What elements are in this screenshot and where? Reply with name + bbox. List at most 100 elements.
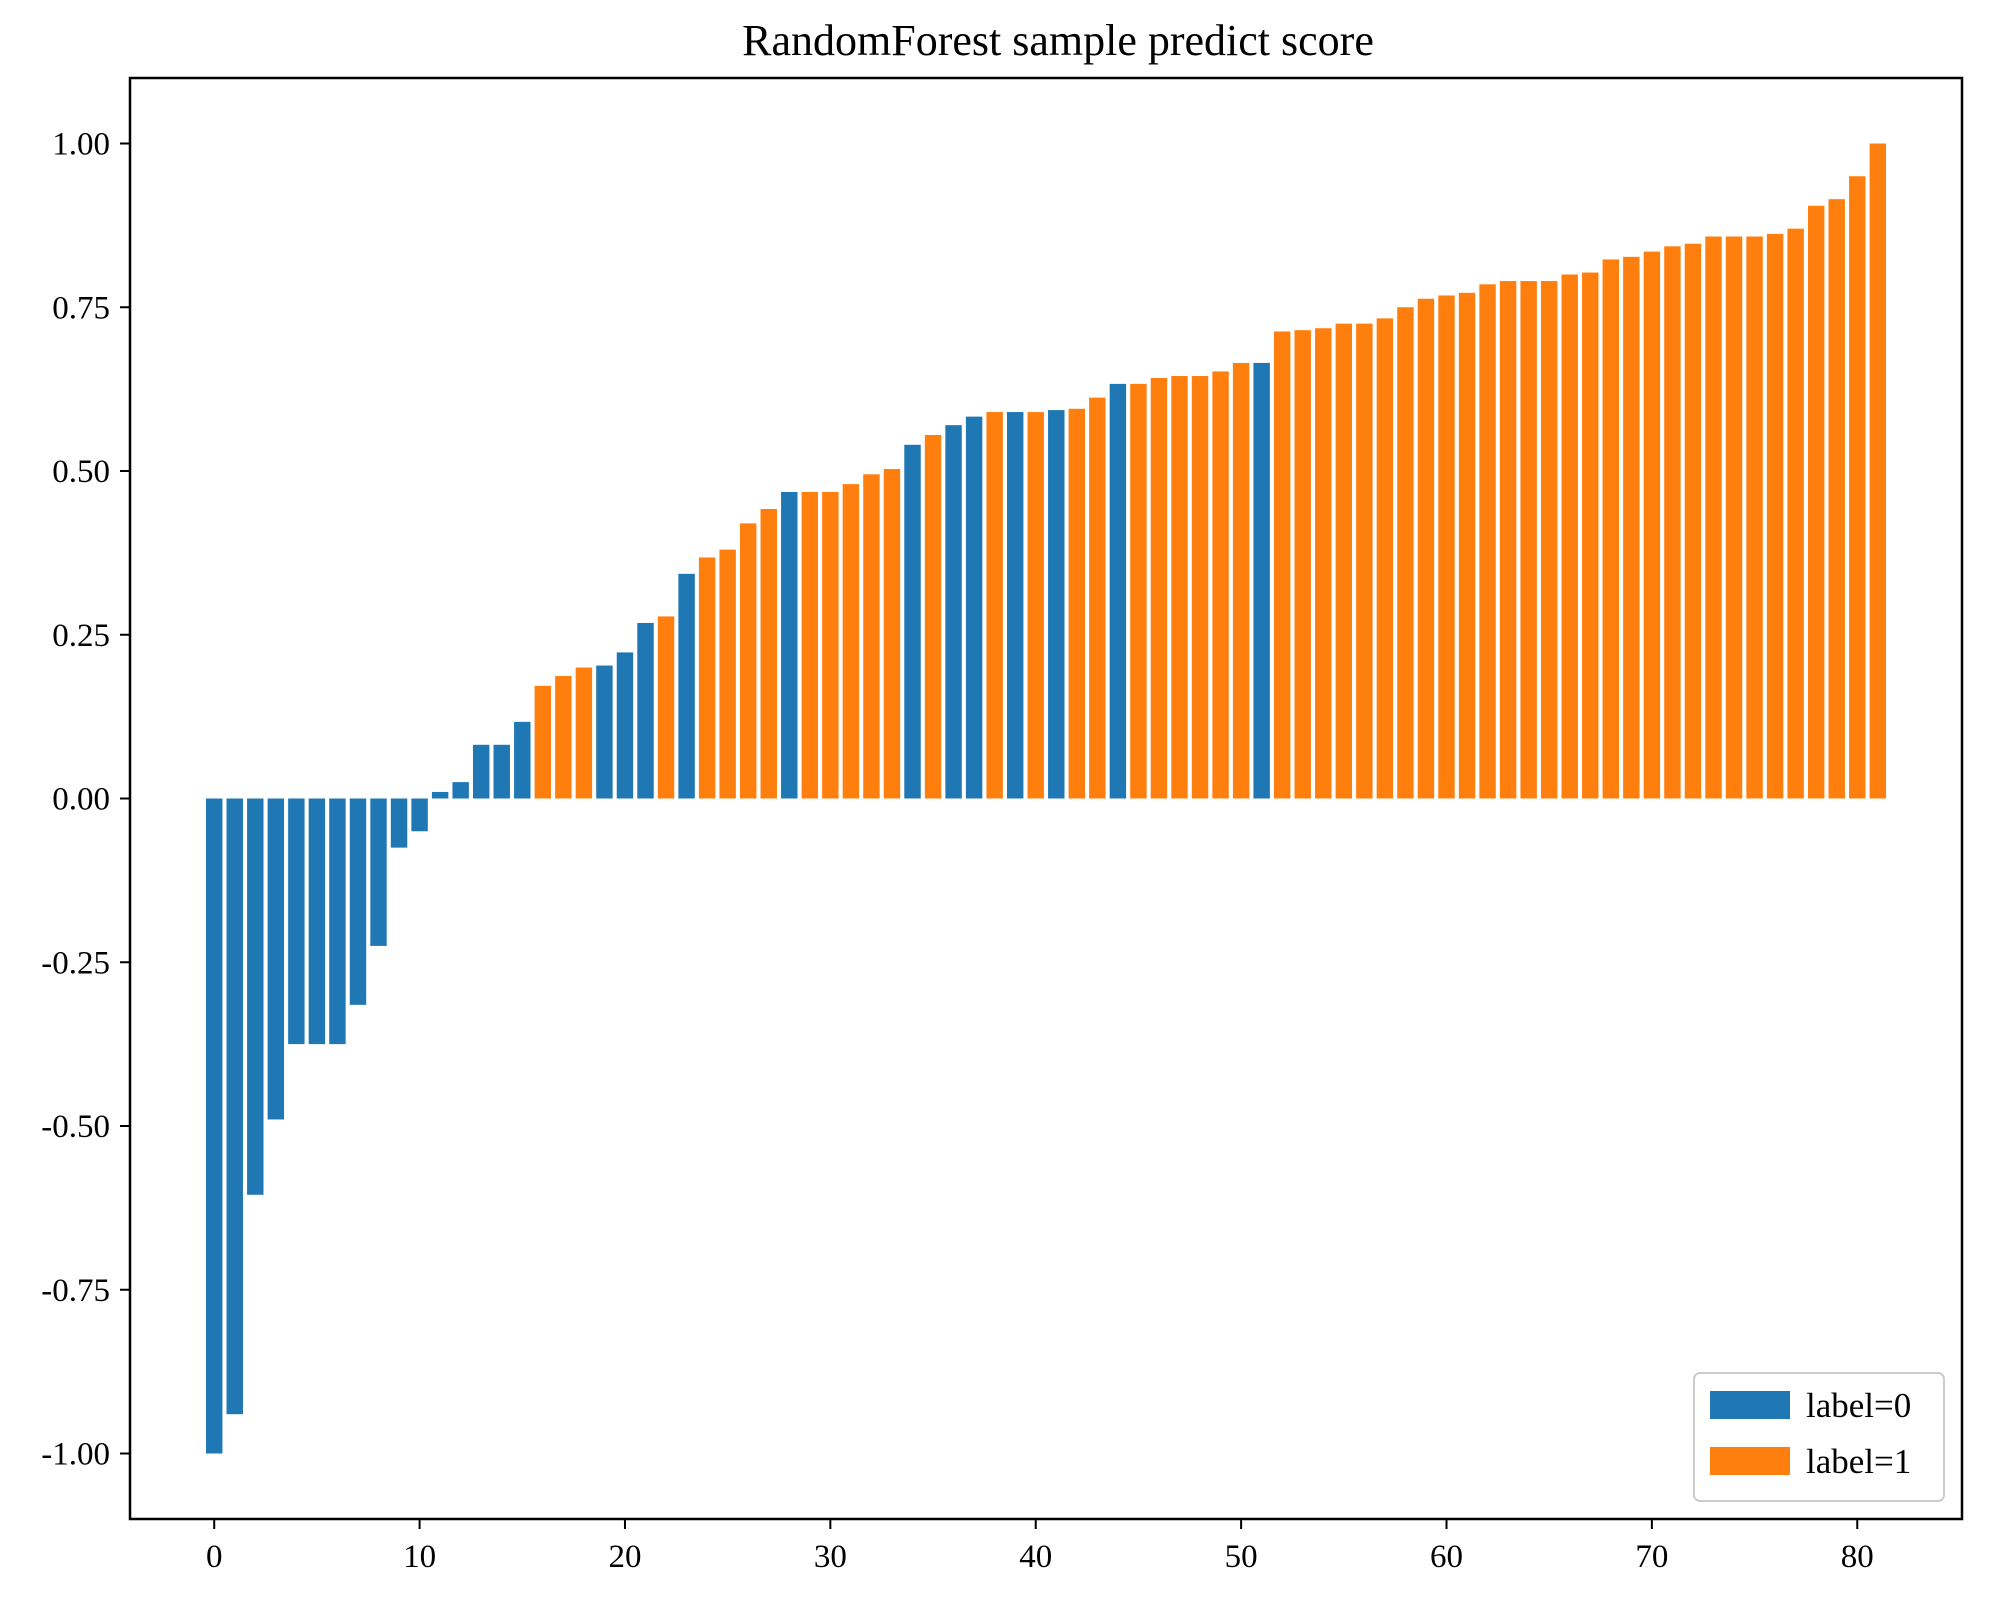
chart-title: RandomForest sample predict score (742, 16, 1374, 65)
bar-49 (1212, 371, 1229, 799)
bar-80 (1849, 176, 1866, 799)
bar-34 (904, 444, 921, 799)
x-tick-label: 40 (1019, 1539, 1052, 1575)
bar-71 (1664, 246, 1681, 799)
bar-23 (678, 573, 695, 799)
bar-69 (1623, 256, 1640, 799)
x-tick-label: 0 (206, 1539, 223, 1575)
bar-30 (822, 491, 839, 799)
legend-label-0: label=0 (1806, 1386, 1911, 1425)
bar-59 (1417, 298, 1435, 799)
bar-45 (1130, 383, 1147, 799)
bar-4 (288, 798, 305, 1045)
y-tick-label: -0.50 (41, 1109, 110, 1145)
bar-6 (329, 798, 346, 1045)
y-tick-label: 0.75 (52, 290, 110, 326)
bar-54 (1315, 328, 1332, 799)
bar-7 (349, 798, 367, 1005)
x-axis-ticks: 0 10 20 30 40 50 60 70 80 (206, 1519, 1874, 1575)
bar-60 (1438, 295, 1455, 799)
x-tick-label: 70 (1635, 1539, 1668, 1575)
bar-37 (965, 416, 983, 799)
y-tick-label: 0.25 (52, 618, 110, 654)
bar-19 (596, 665, 613, 799)
bar-27 (760, 508, 777, 799)
bar-17 (555, 676, 572, 799)
bar-46 (1150, 377, 1168, 799)
bar-33 (883, 469, 901, 799)
bar-1 (226, 798, 243, 1415)
legend-label-1: label=1 (1806, 1442, 1911, 1481)
bar-66 (1561, 274, 1578, 799)
bar-40 (1027, 412, 1044, 799)
bar-52 (1273, 331, 1291, 799)
legend-swatch-0 (1710, 1391, 1790, 1419)
x-tick-label: 10 (403, 1539, 436, 1575)
legend: label=0 label=1 (1693, 1372, 1945, 1502)
bar-47 (1171, 376, 1188, 799)
legend-swatch-1 (1710, 1447, 1790, 1475)
bar-53 (1294, 330, 1311, 799)
bar-24 (698, 557, 716, 799)
bar-3 (267, 798, 285, 1120)
bar-72 (1684, 243, 1702, 799)
bar-41 (1048, 410, 1065, 799)
bar-22 (657, 616, 675, 799)
x-tick-label: 60 (1430, 1539, 1463, 1575)
bar-74 (1725, 236, 1743, 799)
y-tick-label: 1.00 (52, 127, 110, 163)
bar-50 (1232, 362, 1250, 799)
bar-62 (1479, 284, 1496, 799)
bar-11 (431, 791, 449, 799)
bar-14 (493, 744, 510, 799)
bar-51 (1253, 362, 1270, 799)
bar-10 (411, 798, 428, 832)
bar-35 (924, 434, 942, 799)
y-tick-label: -0.25 (41, 945, 110, 981)
bar-21 (637, 622, 654, 799)
bar-31 (842, 484, 860, 799)
bar-25 (719, 549, 736, 799)
bar-67 (1582, 272, 1599, 799)
bar-68 (1602, 259, 1620, 799)
bar-61 (1458, 292, 1476, 799)
y-tick-label: 0.50 (52, 454, 110, 490)
bar-28 (781, 491, 798, 799)
bar-13 (472, 744, 490, 799)
bar-64 (1520, 281, 1537, 799)
bar-56 (1356, 323, 1373, 799)
bar-8 (370, 798, 387, 946)
plot-frame (128, 76, 1964, 1521)
bar-26 (739, 523, 757, 799)
bar-58 (1397, 307, 1414, 799)
bar-16 (534, 685, 552, 799)
bar-63 (1499, 281, 1517, 799)
bar-42 (1068, 408, 1086, 799)
bar-38 (986, 412, 1003, 799)
bar-44 (1109, 383, 1127, 799)
bar-32 (863, 474, 880, 799)
bar-77 (1787, 228, 1804, 799)
bar-48 (1191, 376, 1209, 799)
bar-29 (801, 491, 819, 799)
bar-57 (1376, 318, 1394, 799)
bar-12 (452, 782, 469, 799)
bar-9 (390, 798, 408, 848)
y-tick-label: 0.00 (52, 782, 110, 818)
bar-76 (1766, 233, 1784, 799)
y-axis-ticks: 1.00 0.75 0.50 0.25 0.00 -0.25 -0.50 -0.75 -1.00 (41, 127, 130, 1473)
bar-39 (1006, 412, 1024, 799)
bar-43 (1089, 397, 1106, 799)
x-tick-label: 80 (1841, 1539, 1874, 1575)
bar-73 (1705, 236, 1722, 799)
x-tick-label: 50 (1225, 1539, 1258, 1575)
bar-5 (308, 798, 326, 1045)
bar-55 (1335, 323, 1353, 799)
y-tick-label: -1.00 (41, 1437, 110, 1473)
bar-20 (616, 652, 634, 799)
bar-65 (1540, 281, 1558, 799)
bar-70 (1643, 251, 1661, 799)
x-tick-label: 20 (608, 1539, 641, 1575)
bar-75 (1746, 236, 1763, 799)
